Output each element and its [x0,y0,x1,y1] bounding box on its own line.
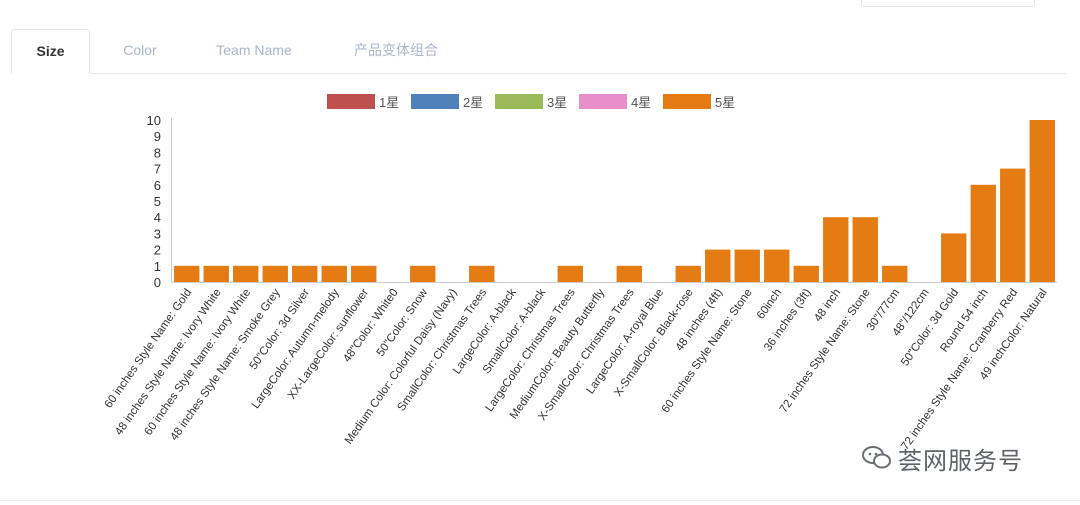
tab-color[interactable]: Color [123,42,157,58]
wechat-icon [862,446,891,469]
bar-5-24[interactable] [852,217,878,282]
x-tick-label: 48 inch [812,287,843,324]
bar-5-7[interactable] [351,265,377,282]
y-tick-label: 5 [154,194,161,209]
y-tick-label: 9 [154,129,161,144]
legend-swatch-4[interactable] [579,94,627,109]
bar-5-19[interactable] [705,249,731,282]
tabs-bar: Size Color Team Name 产品变体组合 [11,29,1067,74]
bar-5-30[interactable] [1029,120,1055,282]
bottom-divider [0,500,1080,501]
tab-team-name[interactable]: Team Name [216,42,292,58]
bar-5-4[interactable] [262,265,288,282]
tab-size[interactable]: Size [11,29,90,74]
chart-legend: 1星 2星 3星 4星 5星 [327,94,735,110]
y-tick-label: 1 [154,259,161,274]
watermark: 荟网服务号 [862,440,1023,476]
bar-5-3[interactable] [233,265,259,282]
bar-5-28[interactable] [970,184,996,282]
x-tick-label: 48 inches Style Name: Smoke Grey [168,287,282,443]
legend-swatch-5[interactable] [663,94,711,109]
bar-5-20[interactable] [734,249,760,282]
bar-5-1[interactable] [174,265,200,282]
watermark-text: 荟网服务号 [898,447,1023,475]
bar-5-29[interactable] [1000,168,1026,282]
y-tick-label: 0 [154,275,161,290]
y-tick-label: 6 [154,178,161,193]
legend-label-4[interactable]: 4星 [631,95,651,110]
bar-5-27[interactable] [941,233,967,282]
legend-label-1[interactable]: 1星 [379,95,399,110]
bar-5-14[interactable] [557,265,583,282]
tab-product-variant[interactable]: 产品变体组合 [354,42,438,58]
bar-5-23[interactable] [823,217,849,282]
x-tick-label: 48"Color: White0 [341,287,400,365]
y-tick-label: 3 [154,226,161,241]
bar-5-22[interactable] [793,265,819,282]
bar-5-16[interactable] [616,265,642,282]
bar-5-2[interactable] [203,265,229,282]
legend-swatch-2[interactable] [411,94,459,109]
legend-swatch-3[interactable] [495,94,543,109]
bar-5-11[interactable] [469,265,495,282]
x-tick-label: Medium Color: Colorful Daisy (Navy) [343,287,460,447]
y-tick-label: 4 [154,210,161,225]
bar-5-21[interactable] [764,249,790,282]
bar-5-5[interactable] [292,265,318,282]
y-tick-label: 7 [154,162,161,177]
x-tick-label: 60inch [755,287,784,322]
bar-5-9[interactable] [410,265,436,282]
bars [174,120,1055,282]
y-tick-label: 10 [147,113,161,128]
y-tick-label: 8 [154,145,161,160]
y-tick-label: 2 [154,243,161,258]
bar-5-25[interactable] [882,265,908,282]
top-select-box[interactable] [861,0,1035,7]
bar-5-6[interactable] [321,265,347,282]
legend-label-5[interactable]: 5星 [715,95,735,110]
legend-label-2[interactable]: 2星 [463,95,483,110]
legend-label-3[interactable]: 3星 [547,95,567,110]
legend-swatch-1[interactable] [327,94,375,109]
bar-5-18[interactable] [675,265,701,282]
